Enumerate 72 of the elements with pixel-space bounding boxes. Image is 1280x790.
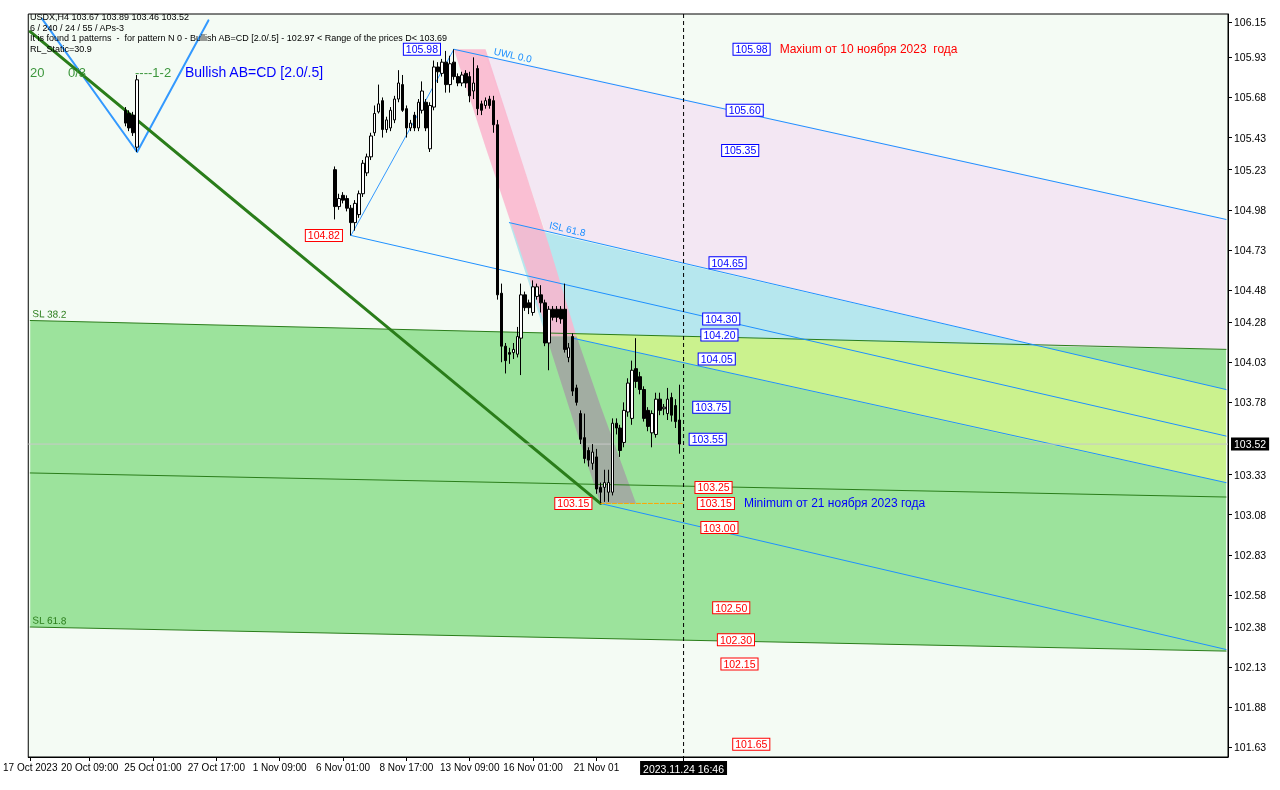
annotation: 20 bbox=[30, 64, 45, 80]
x-tick-label: 16 Nov 01:00 bbox=[503, 761, 564, 773]
annotation: 103.75 bbox=[695, 401, 728, 414]
chart-title: USDX,H4 103.67 103.89 103.46 103.52 bbox=[30, 12, 190, 22]
text: 105.98 bbox=[405, 43, 438, 56]
annotation: 104.05 bbox=[700, 353, 733, 366]
x-tick-label: 17 Oct 2023 bbox=[3, 761, 58, 773]
candlestick bbox=[333, 165, 337, 220]
y-tick-label: 102.13 bbox=[1234, 661, 1267, 674]
candlestick bbox=[460, 71, 464, 87]
annotation: 101.65 bbox=[735, 738, 768, 751]
x-tick-label: 20 Oct 09:00 bbox=[61, 761, 119, 773]
annotation: Bullish AB=CD [2.0/.5] bbox=[185, 64, 324, 80]
y-tick-label: 104.73 bbox=[1234, 243, 1267, 256]
y-tick-label: 104.48 bbox=[1234, 284, 1267, 297]
x-tick-label: 1 Nov 09:00 bbox=[252, 761, 308, 773]
y-tick-label: 106.15 bbox=[1234, 16, 1267, 29]
candlestick bbox=[124, 106, 127, 127]
y-tick-label: 105.43 bbox=[1234, 131, 1267, 144]
annotation: 102.50 bbox=[715, 601, 748, 614]
y-tick-label: 103.78 bbox=[1234, 396, 1267, 409]
text: 104.82 bbox=[307, 229, 340, 242]
x-tick-label: 13 Nov 09:00 bbox=[440, 761, 500, 773]
y-tick-label: 102.83 bbox=[1234, 548, 1267, 561]
text: UWL 0.0 bbox=[492, 45, 534, 65]
candlestick bbox=[666, 387, 669, 421]
y-tick-label: 102.38 bbox=[1234, 621, 1267, 634]
annotation: Maxium от 10 ноября 2023 года bbox=[779, 42, 958, 57]
x-tick-label: 6 Nov 01:00 bbox=[316, 761, 371, 773]
candlestick bbox=[519, 283, 523, 376]
candlestick bbox=[678, 384, 681, 455]
annotation: Minimum от 21 ноября 2023 года bbox=[743, 496, 926, 511]
text: ISL 61.8 bbox=[548, 219, 588, 239]
candlestick bbox=[444, 50, 448, 94]
y-tick-label: 103.33 bbox=[1234, 468, 1267, 481]
y-tick-label: 104.28 bbox=[1234, 316, 1267, 329]
y-tick-label: 105.68 bbox=[1234, 91, 1267, 104]
annotation: 102.30 bbox=[719, 633, 753, 646]
annotation: 103.25 bbox=[697, 481, 730, 494]
x-tick-label: 27 Oct 17:00 bbox=[187, 761, 246, 773]
text: 103.15 bbox=[557, 497, 590, 510]
annotation: 104.30 bbox=[705, 312, 738, 325]
annotation: 103.00 bbox=[703, 521, 736, 534]
x-tick-label: 8 Nov 17:00 bbox=[379, 761, 434, 773]
y-tick-label: 104.98 bbox=[1234, 203, 1267, 216]
x-tick-label: 21 Nov 01 bbox=[573, 761, 620, 773]
y-tick-label: 101.63 bbox=[1234, 741, 1267, 754]
y-tick-label: 103.08 bbox=[1234, 508, 1267, 521]
ref-line-label: 103.52 bbox=[1234, 438, 1267, 451]
x-tick-label: 25 Oct 01:00 bbox=[124, 761, 183, 773]
y-tick-label: 101.88 bbox=[1234, 701, 1267, 714]
annotation: 103.15 bbox=[699, 497, 733, 510]
candlestick bbox=[531, 279, 535, 317]
annotation: 104.65 bbox=[711, 256, 744, 269]
series-label: SL 38.2 bbox=[32, 308, 68, 320]
candlestick bbox=[127, 109, 131, 132]
annotation: 104.20 bbox=[703, 328, 736, 341]
annotation: 105.98 bbox=[735, 43, 768, 56]
series-label: SL 61.8 bbox=[32, 614, 67, 627]
y-tick-label: 102.58 bbox=[1234, 588, 1267, 601]
annotation: 105.35 bbox=[724, 144, 757, 157]
annotation: 105.60 bbox=[728, 104, 761, 117]
candlestick bbox=[603, 469, 606, 503]
candlestick bbox=[555, 305, 559, 323]
annotation: 103.55 bbox=[691, 433, 724, 446]
y-tick-label: 104.03 bbox=[1234, 356, 1267, 369]
y-tick-label: 105.23 bbox=[1234, 163, 1267, 176]
candlestick bbox=[583, 413, 586, 464]
x-tick-label: 2023.11.24 16:46 bbox=[643, 762, 725, 775]
annotation: 102.15 bbox=[723, 657, 756, 670]
y-tick-label: 105.93 bbox=[1234, 51, 1267, 64]
annotation: ----1-2 bbox=[135, 64, 172, 80]
